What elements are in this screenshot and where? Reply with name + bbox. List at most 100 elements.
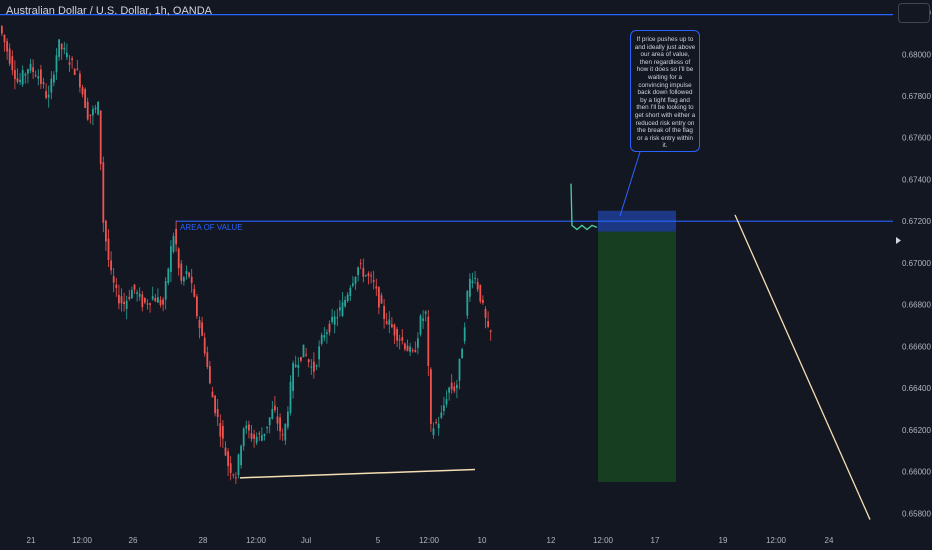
candle-body bbox=[128, 296, 131, 299]
candle-body bbox=[461, 348, 463, 359]
candle-body bbox=[261, 435, 263, 441]
candle-body bbox=[469, 278, 471, 297]
candle-body bbox=[370, 275, 372, 277]
candle-body bbox=[315, 365, 318, 367]
candle-body bbox=[479, 284, 482, 302]
time-tick-label: 28 bbox=[199, 536, 208, 545]
candle-body bbox=[331, 316, 333, 322]
price-tick-label: 0.66000 bbox=[902, 468, 931, 477]
chart-menu-button[interactable] bbox=[898, 3, 930, 23]
candle-body bbox=[45, 91, 47, 98]
candle-body bbox=[378, 287, 380, 308]
candles bbox=[1, 24, 492, 484]
candle-body bbox=[344, 300, 346, 307]
candle-body bbox=[323, 335, 326, 338]
time-axis[interactable]: 21 12:00 26 28 12:00 Jul 5 12:00 10 12 12:00 17 19 12… bbox=[27, 536, 834, 545]
candle-body bbox=[89, 114, 92, 116]
projection-line bbox=[734, 214, 871, 520]
candle-body bbox=[141, 294, 144, 308]
candle-body bbox=[138, 293, 141, 297]
candle-body bbox=[3, 34, 6, 43]
candle-body bbox=[294, 364, 297, 368]
candle-body bbox=[367, 273, 370, 277]
candle-body bbox=[250, 433, 253, 440]
candle-body bbox=[346, 294, 349, 302]
candle-body bbox=[227, 451, 229, 467]
candle-body bbox=[68, 62, 71, 65]
time-tick-label: 5 bbox=[376, 536, 381, 545]
candle-body bbox=[391, 324, 393, 328]
candle-body bbox=[177, 248, 180, 269]
candle-body bbox=[151, 296, 154, 300]
candle-body bbox=[110, 260, 112, 271]
candle-body bbox=[42, 82, 45, 84]
candle-body bbox=[432, 428, 435, 436]
position-zones bbox=[598, 210, 676, 483]
candle-body bbox=[427, 316, 430, 367]
candle-body bbox=[84, 89, 86, 109]
candle-body bbox=[383, 305, 385, 320]
time-tick-label: 10 bbox=[478, 536, 487, 545]
candle-body bbox=[180, 263, 183, 281]
candle-body bbox=[136, 292, 138, 294]
candle-body bbox=[333, 316, 336, 325]
candle-body bbox=[463, 327, 466, 342]
candle-body bbox=[206, 352, 209, 367]
candle-body bbox=[450, 382, 453, 390]
price-tick-label: 0.67600 bbox=[902, 134, 931, 143]
candle-body bbox=[232, 474, 235, 476]
candle-body bbox=[466, 291, 469, 316]
candle-body bbox=[372, 280, 375, 282]
candle-body bbox=[406, 345, 409, 352]
candle-body bbox=[417, 338, 419, 348]
candle-body bbox=[8, 48, 11, 64]
candle-body bbox=[34, 75, 37, 77]
candle-body bbox=[489, 330, 492, 332]
candle-body bbox=[79, 73, 81, 88]
price-axis[interactable]: 0.682000.680000.678000.676000.674000.672… bbox=[896, 9, 931, 519]
candle-body bbox=[14, 69, 16, 80]
candle-body bbox=[76, 68, 79, 70]
candle-body bbox=[375, 286, 378, 289]
candle-body bbox=[105, 220, 107, 242]
candle-body bbox=[414, 350, 417, 352]
callout-pointer bbox=[619, 151, 641, 217]
candle-body bbox=[388, 319, 391, 325]
candle-body bbox=[149, 303, 151, 305]
candle-body bbox=[237, 454, 240, 475]
candle-body bbox=[266, 426, 268, 429]
candle-body bbox=[203, 337, 206, 354]
candle-body bbox=[271, 408, 274, 419]
time-tick-label: 12:00 bbox=[72, 536, 93, 545]
candle-body bbox=[336, 317, 339, 319]
candle-body bbox=[27, 69, 29, 74]
candle-body bbox=[339, 307, 341, 311]
candle-body bbox=[396, 329, 398, 341]
price-tick-label: 0.67400 bbox=[902, 175, 931, 184]
candle-body bbox=[354, 277, 357, 284]
candle-body bbox=[224, 447, 227, 456]
candle-body bbox=[274, 405, 276, 411]
candle-body bbox=[437, 423, 440, 429]
callout-note[interactable]: If price pushes up to and ideally just a… bbox=[630, 30, 700, 152]
candle-body bbox=[320, 334, 323, 344]
candle-body bbox=[305, 354, 307, 356]
candle-body bbox=[216, 408, 219, 417]
candle-body bbox=[118, 294, 120, 304]
candle-body bbox=[422, 318, 424, 321]
candle-body bbox=[175, 228, 177, 245]
candle-body bbox=[229, 463, 232, 473]
time-tick-label: 19 bbox=[719, 536, 728, 545]
candle-body bbox=[401, 337, 404, 341]
drawn-lines bbox=[0, 14, 893, 520]
candle-body bbox=[471, 280, 474, 284]
candle-body bbox=[170, 246, 172, 272]
price-tick-label: 0.66800 bbox=[902, 301, 931, 310]
candle-body bbox=[190, 276, 193, 283]
candle-body bbox=[268, 417, 271, 426]
candle-body bbox=[1, 26, 3, 34]
price-marker-icon bbox=[896, 237, 901, 244]
candle-body bbox=[258, 433, 261, 435]
price-tick-label: 0.68000 bbox=[902, 50, 931, 59]
